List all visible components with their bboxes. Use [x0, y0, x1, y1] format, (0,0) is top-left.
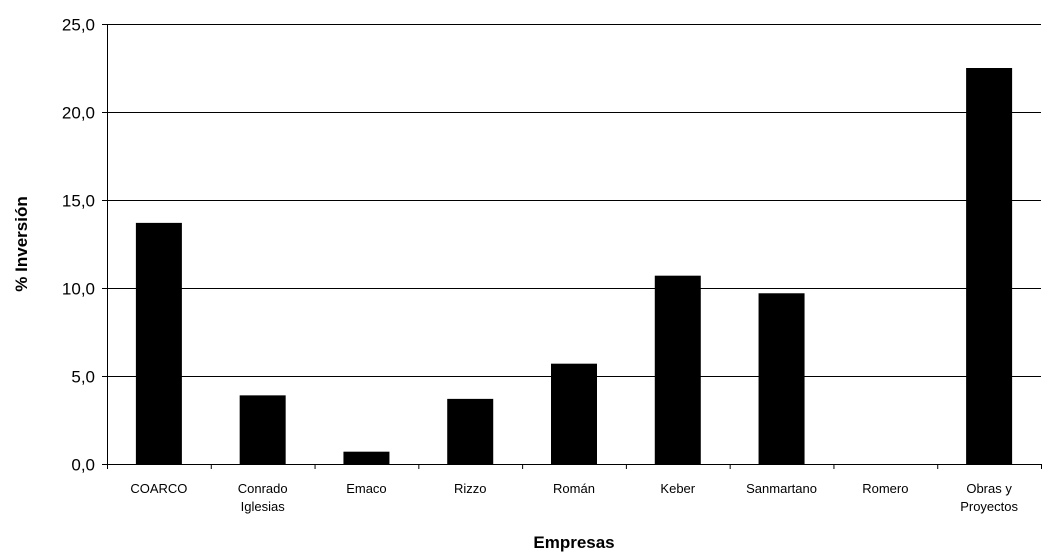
x-tick-label: Román	[553, 481, 595, 496]
bar	[654, 275, 701, 464]
x-tick-label: Rizzo	[454, 481, 487, 496]
x-tick-label: Conrado Iglesias	[238, 481, 288, 514]
bar	[343, 451, 390, 464]
y-tick-label: 15,0	[62, 192, 95, 211]
x-axis-title: Empresas	[533, 533, 614, 552]
bar	[447, 398, 494, 464]
bar	[239, 395, 286, 464]
y-tick-label: 5,0	[71, 368, 95, 387]
y-axis-ticks: 0,0 5,0 10,0 15,0 20,0 25,0	[62, 16, 107, 475]
bar	[551, 363, 597, 464]
x-axis-ticks: COARCO Conrado Iglesias Emaco Rizzo Román Kebe…	[107, 464, 1042, 514]
gridlines	[107, 24, 1041, 377]
y-tick-label: 0,0	[71, 456, 95, 475]
x-tick-label: Sanmartano	[746, 481, 817, 496]
x-tick-label: Keber	[660, 481, 695, 496]
x-tick-label: COARCO	[130, 481, 187, 496]
bars	[135, 68, 1013, 464]
x-tick-label: Emaco	[346, 481, 386, 496]
bar	[758, 293, 805, 464]
y-tick-label: 20,0	[62, 104, 95, 123]
y-tick-label: 10,0	[62, 280, 95, 299]
bar	[966, 68, 1013, 464]
x-tick-label: Obras y Proyectos	[960, 481, 1018, 514]
x-tick-label: Romero	[862, 481, 908, 496]
bar	[135, 222, 182, 464]
y-tick-label: 25,0	[62, 16, 95, 35]
y-axis-title: % Inversión	[12, 196, 31, 291]
